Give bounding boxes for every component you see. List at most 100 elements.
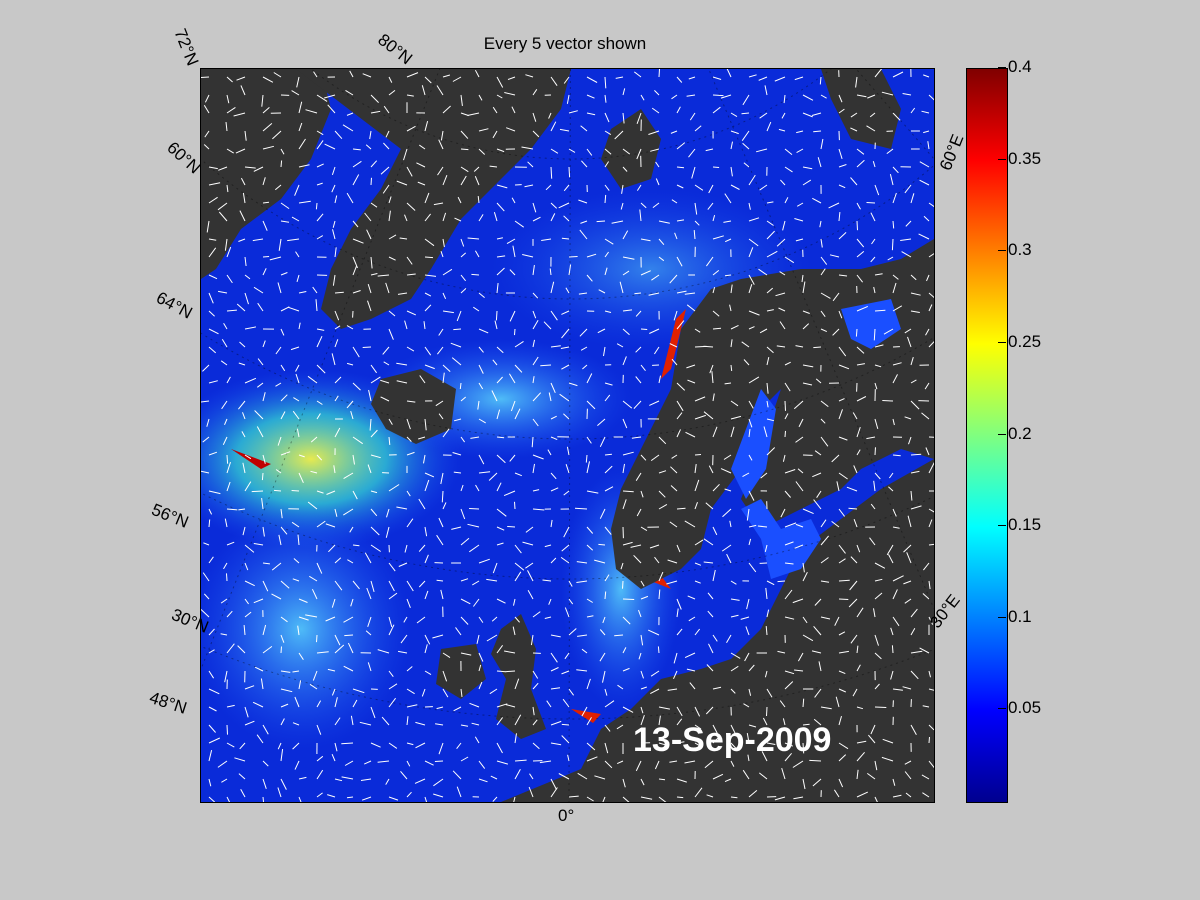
vector-arrow bbox=[437, 346, 444, 355]
vector-arrow bbox=[764, 544, 768, 553]
plot-title: Every 5 vector shown bbox=[483, 34, 647, 53]
vector-arrow bbox=[568, 580, 573, 587]
vector-arrow bbox=[712, 569, 716, 582]
vector-arrow bbox=[367, 300, 372, 312]
vector-arrow bbox=[298, 652, 304, 660]
vector-arrow bbox=[873, 608, 876, 618]
vector-arrow bbox=[838, 274, 848, 277]
vector-arrow bbox=[813, 346, 822, 349]
vector-arrow bbox=[820, 310, 826, 317]
vector-arrow bbox=[334, 557, 342, 564]
vector-arrow bbox=[256, 734, 264, 744]
vector-arrow bbox=[694, 202, 698, 215]
vector-arrow bbox=[496, 454, 506, 464]
vector-arrow bbox=[658, 220, 670, 224]
vector-arrow bbox=[599, 508, 606, 519]
vector-arrow bbox=[910, 400, 920, 410]
vector-arrow bbox=[280, 508, 283, 519]
vector-arrow bbox=[380, 379, 390, 384]
vector-arrow bbox=[550, 382, 556, 394]
vector-arrow bbox=[208, 451, 218, 456]
vector-arrow bbox=[648, 292, 660, 296]
vector-arrow bbox=[326, 490, 336, 495]
vector-arrow bbox=[280, 394, 288, 402]
vector-arrow bbox=[820, 557, 829, 564]
vector-arrow bbox=[635, 310, 642, 317]
vector-arrow bbox=[261, 94, 264, 107]
vector-arrow bbox=[868, 734, 876, 744]
vector-arrow bbox=[424, 590, 429, 600]
vector-arrow bbox=[369, 418, 372, 431]
vector-arrow bbox=[370, 580, 375, 593]
vector-arrow bbox=[667, 688, 678, 691]
vector-arrow bbox=[793, 796, 804, 800]
vector-arrow bbox=[514, 408, 521, 420]
vector-arrow bbox=[730, 141, 733, 150]
vector-arrow bbox=[816, 490, 822, 498]
vector-arrow bbox=[260, 678, 264, 690]
vector-arrow bbox=[315, 299, 318, 312]
vector-arrow bbox=[724, 778, 732, 783]
vector-arrow bbox=[460, 508, 466, 520]
vector-arrow bbox=[550, 166, 553, 179]
vector-arrow bbox=[369, 130, 372, 140]
vector-arrow bbox=[424, 238, 435, 247]
vector-arrow bbox=[720, 468, 732, 474]
vector-arrow bbox=[489, 165, 498, 168]
vector-arrow bbox=[208, 628, 215, 636]
vector-arrow bbox=[706, 794, 714, 798]
vector-arrow bbox=[239, 341, 246, 348]
vector-arrow bbox=[676, 382, 686, 391]
vector-arrow bbox=[256, 426, 264, 438]
vector-arrow bbox=[442, 670, 448, 682]
vector-arrow bbox=[686, 364, 696, 369]
vector-arrow bbox=[208, 292, 214, 304]
vector-arrow bbox=[923, 74, 930, 78]
vector-arrow bbox=[296, 274, 300, 283]
vector-arrow bbox=[513, 796, 516, 802]
vector-arrow bbox=[676, 608, 679, 618]
vector-arrow bbox=[225, 122, 228, 132]
vector-arrow bbox=[256, 382, 264, 388]
vector-arrow bbox=[202, 572, 210, 582]
vector-arrow bbox=[820, 328, 828, 333]
vector-arrow bbox=[406, 166, 413, 177]
vector-arrow bbox=[901, 251, 912, 258]
vector-arrow bbox=[638, 652, 642, 660]
vector-arrow bbox=[324, 94, 336, 99]
vector-arrow bbox=[477, 400, 480, 410]
vector-arrow bbox=[586, 490, 599, 494]
vector-arrow bbox=[712, 773, 724, 780]
vector-arrow bbox=[399, 237, 408, 240]
vector-arrow bbox=[561, 723, 570, 726]
vector-arrow bbox=[352, 266, 357, 276]
vector-arrow bbox=[226, 704, 235, 708]
vector-arrow bbox=[766, 418, 775, 422]
vector-arrow bbox=[494, 320, 498, 330]
vector-arrow bbox=[478, 346, 484, 353]
vector-arrow bbox=[766, 121, 772, 132]
vector-arrow bbox=[869, 112, 876, 118]
vector-arrow bbox=[424, 274, 437, 277]
vector-arrow bbox=[850, 127, 858, 132]
vector-arrow bbox=[802, 723, 810, 726]
vector-arrow bbox=[852, 412, 858, 420]
vector-arrow bbox=[870, 724, 876, 735]
vector-arrow bbox=[740, 616, 750, 620]
vector-arrow bbox=[622, 112, 625, 124]
vector-arrow bbox=[433, 202, 444, 206]
vector-arrow bbox=[334, 644, 345, 654]
vector-arrow bbox=[777, 580, 786, 583]
vector-arrow bbox=[622, 356, 627, 366]
vector-arrow bbox=[619, 281, 624, 294]
vector-arrow bbox=[730, 665, 739, 672]
vector-arrow bbox=[784, 681, 794, 690]
vector-arrow bbox=[280, 202, 290, 210]
vector-arrow bbox=[220, 598, 228, 604]
vector-arrow bbox=[775, 292, 786, 297]
vector-arrow bbox=[707, 592, 714, 600]
vector-arrow bbox=[442, 502, 447, 510]
vector-arrow bbox=[455, 627, 462, 636]
vector-arrow bbox=[622, 148, 631, 155]
vector-arrow bbox=[616, 760, 624, 765]
